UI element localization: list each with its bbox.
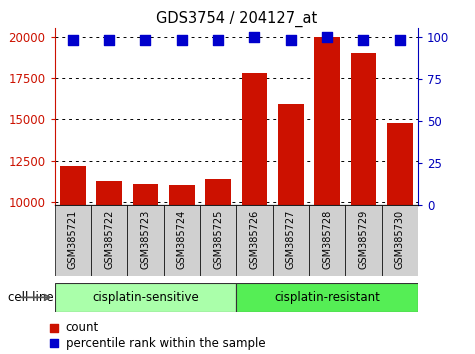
- Bar: [237, 205, 273, 276]
- Text: GSM385725: GSM385725: [213, 210, 223, 269]
- Bar: [381, 205, 418, 276]
- Bar: [387, 122, 413, 354]
- Point: [396, 37, 404, 43]
- Text: GSM385721: GSM385721: [68, 210, 78, 269]
- Point: [105, 37, 113, 43]
- Text: GSM385723: GSM385723: [141, 210, 151, 269]
- Point: [323, 34, 331, 40]
- Text: GSM385726: GSM385726: [249, 210, 259, 269]
- Bar: [91, 205, 127, 276]
- Text: GSM385729: GSM385729: [359, 210, 369, 269]
- Text: cisplatin-sensitive: cisplatin-sensitive: [92, 291, 199, 304]
- Bar: [273, 205, 309, 276]
- Bar: [127, 205, 163, 276]
- Bar: [55, 205, 91, 276]
- Point: [214, 37, 222, 43]
- Point: [287, 37, 294, 43]
- Bar: [96, 181, 122, 354]
- Bar: [314, 36, 340, 354]
- Point: [51, 341, 58, 346]
- Bar: [163, 205, 200, 276]
- Bar: [200, 205, 237, 276]
- Point: [360, 37, 367, 43]
- Bar: [345, 205, 381, 276]
- Point: [178, 37, 186, 43]
- Title: GDS3754 / 204127_at: GDS3754 / 204127_at: [156, 11, 317, 27]
- Bar: [351, 53, 376, 354]
- Text: count: count: [66, 321, 99, 334]
- Point: [142, 37, 149, 43]
- Point: [51, 325, 58, 330]
- Bar: [133, 184, 158, 354]
- Text: GSM385722: GSM385722: [104, 210, 114, 269]
- Bar: [242, 73, 267, 354]
- Text: GSM385724: GSM385724: [177, 210, 187, 269]
- Text: GSM385727: GSM385727: [286, 210, 296, 269]
- Bar: [169, 185, 195, 354]
- Bar: [237, 283, 418, 312]
- Point: [251, 34, 258, 40]
- Bar: [309, 205, 345, 276]
- Text: cisplatin-resistant: cisplatin-resistant: [274, 291, 380, 304]
- Bar: [205, 179, 231, 354]
- Bar: [60, 166, 86, 354]
- Text: percentile rank within the sample: percentile rank within the sample: [66, 337, 265, 350]
- Text: GSM385730: GSM385730: [395, 210, 405, 269]
- Text: cell line: cell line: [8, 291, 54, 304]
- Bar: [278, 104, 304, 354]
- Point: [69, 37, 76, 43]
- Text: GSM385728: GSM385728: [322, 210, 332, 269]
- Bar: [55, 283, 237, 312]
